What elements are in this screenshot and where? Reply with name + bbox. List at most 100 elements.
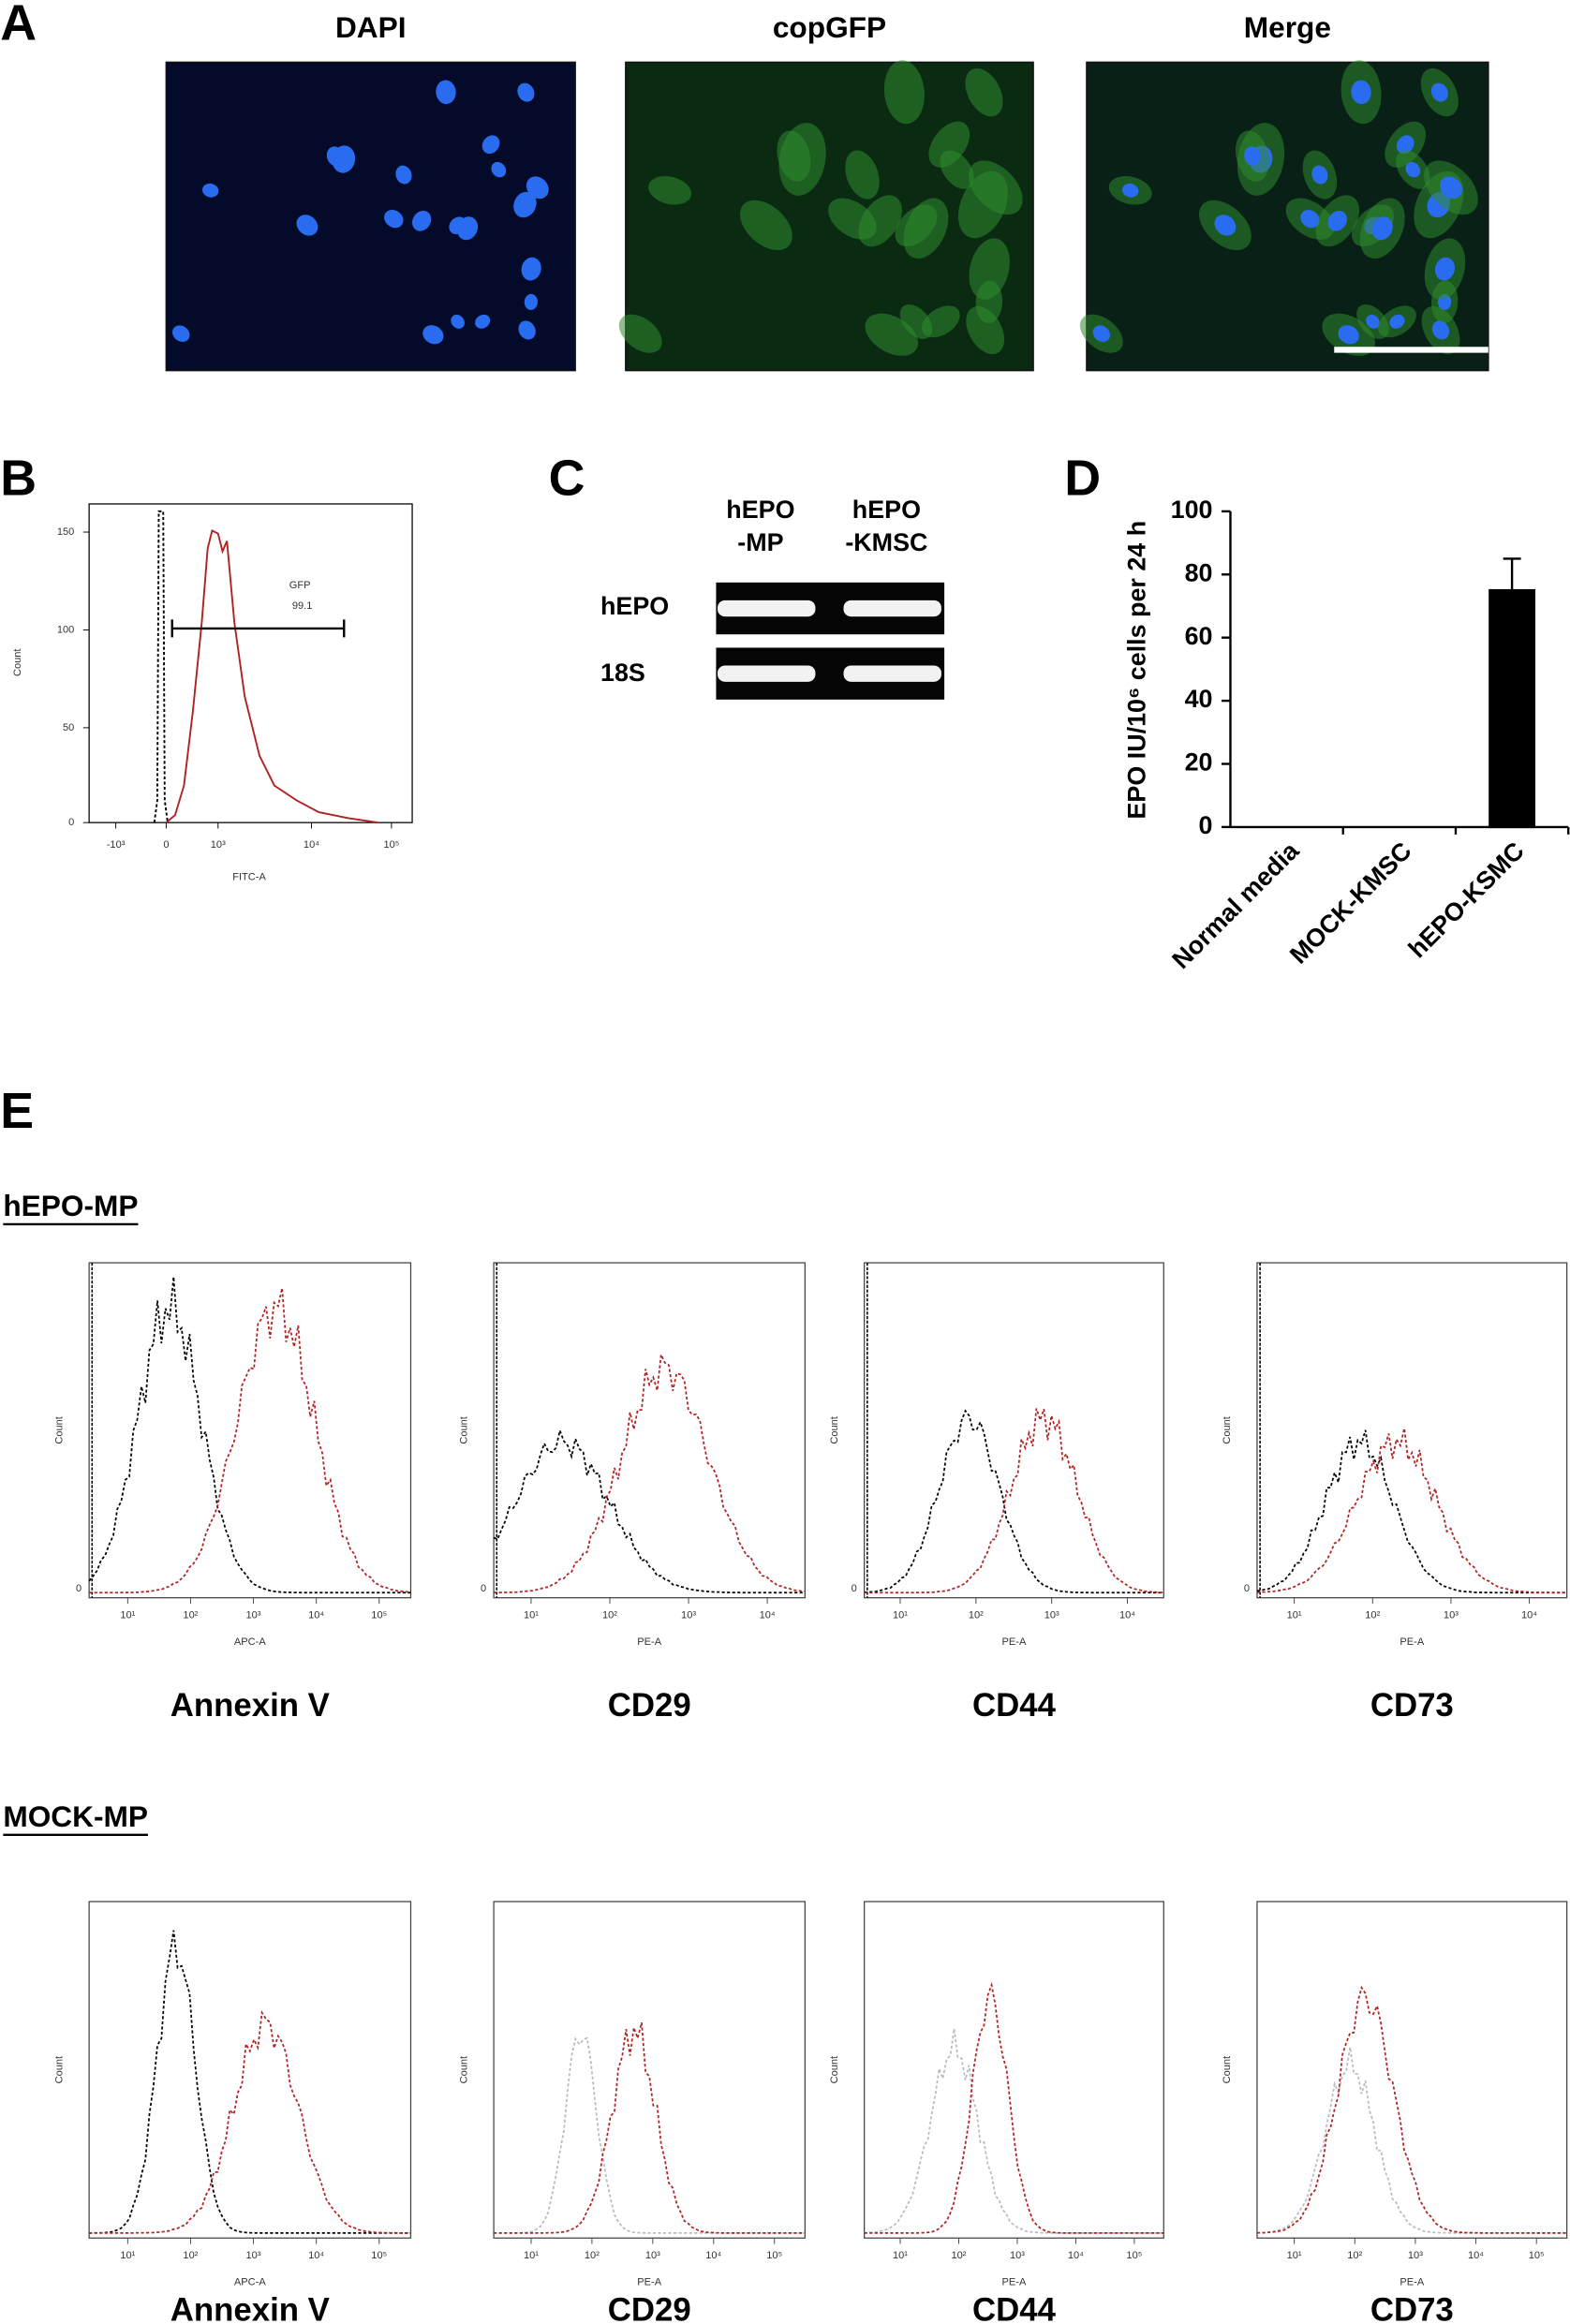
x-axis-label: PE-A <box>637 1636 661 1648</box>
x-tick-label: 10⁴ <box>304 839 319 851</box>
histogram <box>864 1409 1164 1594</box>
y-tick-label: 40 <box>1185 685 1213 713</box>
plot-frame <box>864 1262 1164 1599</box>
y-tick-label: 0 <box>481 1583 486 1594</box>
histogram <box>494 2021 806 2234</box>
marker-name: CD29 <box>608 2292 691 2324</box>
column-header: -MP <box>737 528 783 556</box>
column-header: hEPO <box>726 496 794 524</box>
y-tick-label: 150 <box>57 526 74 538</box>
histogram <box>1256 1429 1567 1594</box>
x-axis-label: APC-A <box>234 1636 266 1648</box>
x-tick-label: 10⁵ <box>1529 2250 1545 2261</box>
x-tick-label: 10⁵ <box>383 839 399 851</box>
x-axis-label: PE-A <box>1002 2277 1027 2288</box>
histogram <box>89 1930 411 2234</box>
plot-frame <box>1256 1262 1568 1599</box>
x-tick-label: 10⁵ <box>766 2250 782 2261</box>
cell-body <box>903 198 949 259</box>
x-tick-label: 10⁴ <box>1068 2250 1084 2261</box>
cell-body <box>618 314 662 353</box>
histogram <box>864 1981 1164 2234</box>
x-tick-label: 10¹ <box>1287 2250 1302 2261</box>
x-tick-label: 10¹ <box>524 2250 539 2261</box>
cell-body <box>777 130 811 182</box>
x-tick-label: 10² <box>602 1610 617 1621</box>
x-tick-label: 10² <box>183 1610 198 1621</box>
x-tick-label: 10³ <box>1444 1610 1459 1621</box>
nucleus <box>491 161 507 178</box>
x-axis-label: PE-A <box>1400 2277 1424 2288</box>
y-axis-label: Count <box>12 649 23 677</box>
y-tick-label: 100 <box>1171 496 1213 524</box>
cell-body <box>648 176 692 205</box>
y-axis-label: Count <box>458 1416 469 1444</box>
gel-band <box>843 665 941 682</box>
image-title: Merge <box>1244 10 1331 44</box>
marker-name: Annexin V <box>170 1687 330 1724</box>
nucleus <box>1371 216 1393 241</box>
histogram <box>493 1428 806 1594</box>
plot-frame <box>88 1262 412 1599</box>
x-axis-label: FITC-A <box>232 872 266 883</box>
nucleus <box>422 325 444 345</box>
x-tick-label: 10² <box>585 2250 600 2261</box>
image-title: DAPI <box>335 10 407 44</box>
nucleus <box>1389 314 1405 329</box>
nucleus <box>1434 257 1455 281</box>
y-axis-label: EPO IU/10⁶ cells per 24 h <box>1122 521 1150 820</box>
nucleus <box>1351 80 1371 105</box>
histogram <box>864 1408 1164 1594</box>
x-tick-label: 10⁴ <box>1468 2250 1484 2261</box>
nucleus <box>412 210 432 231</box>
panel-label: C <box>549 450 585 506</box>
nucleus <box>436 80 456 105</box>
nucleus <box>521 257 541 281</box>
nucleus <box>451 314 465 329</box>
nucleus <box>475 314 491 329</box>
x-tick-label: 10² <box>183 2250 198 2261</box>
y-tick-label: 100 <box>57 624 74 635</box>
panel-label: A <box>0 0 37 52</box>
nucleus <box>384 210 404 229</box>
x-tick-label: 10³ <box>1408 2250 1423 2261</box>
cell-body <box>966 305 1005 355</box>
control-histogram <box>153 510 169 823</box>
x-tick-label: 10³ <box>645 2250 660 2261</box>
cell-body <box>965 67 1003 117</box>
cell-body <box>865 313 919 356</box>
x-tick-label: 10⁴ <box>1119 1610 1135 1621</box>
y-tick-label: 0 <box>68 817 74 828</box>
panel-label: E <box>0 1083 34 1139</box>
histogram <box>864 2028 1164 2234</box>
cell-body <box>883 60 925 125</box>
x-tick-label: 10¹ <box>893 1610 908 1621</box>
nucleus <box>296 215 318 236</box>
nucleus <box>513 191 537 218</box>
x-tick-label: 10³ <box>246 1610 261 1621</box>
plot-frame <box>864 1901 1164 2239</box>
x-tick-label: 10³ <box>681 1610 696 1621</box>
nucleus <box>1122 183 1139 198</box>
x-tick-label: 10⁵ <box>371 2250 387 2261</box>
histogram <box>1256 1428 1567 1594</box>
x-axis-label: APC-A <box>234 2277 266 2288</box>
nucleus <box>1366 314 1380 329</box>
plot-frame <box>493 1901 806 2239</box>
x-tick-label: 10⁴ <box>308 2250 324 2261</box>
gate-value: 99.1 <box>292 600 313 612</box>
x-tick-label: 10⁴ <box>1521 1610 1537 1621</box>
y-tick-label: 50 <box>63 722 74 733</box>
x-tick-label: 10¹ <box>1287 1610 1302 1621</box>
x-tick-label: 10² <box>951 2250 966 2261</box>
x-tick-label: 10² <box>1365 1610 1380 1621</box>
histogram <box>494 1352 806 1594</box>
x-tick-label: 10¹ <box>893 2250 908 2261</box>
x-tick-label: hEPO-KSMC <box>1403 836 1530 963</box>
marker-name: CD44 <box>972 2292 1057 2324</box>
plot-frame <box>88 503 413 823</box>
gel-band <box>718 665 816 682</box>
marker-name: Annexin V <box>170 2292 330 2324</box>
x-tick-label: 10¹ <box>120 1610 135 1621</box>
plot-frame <box>1256 1901 1568 2239</box>
